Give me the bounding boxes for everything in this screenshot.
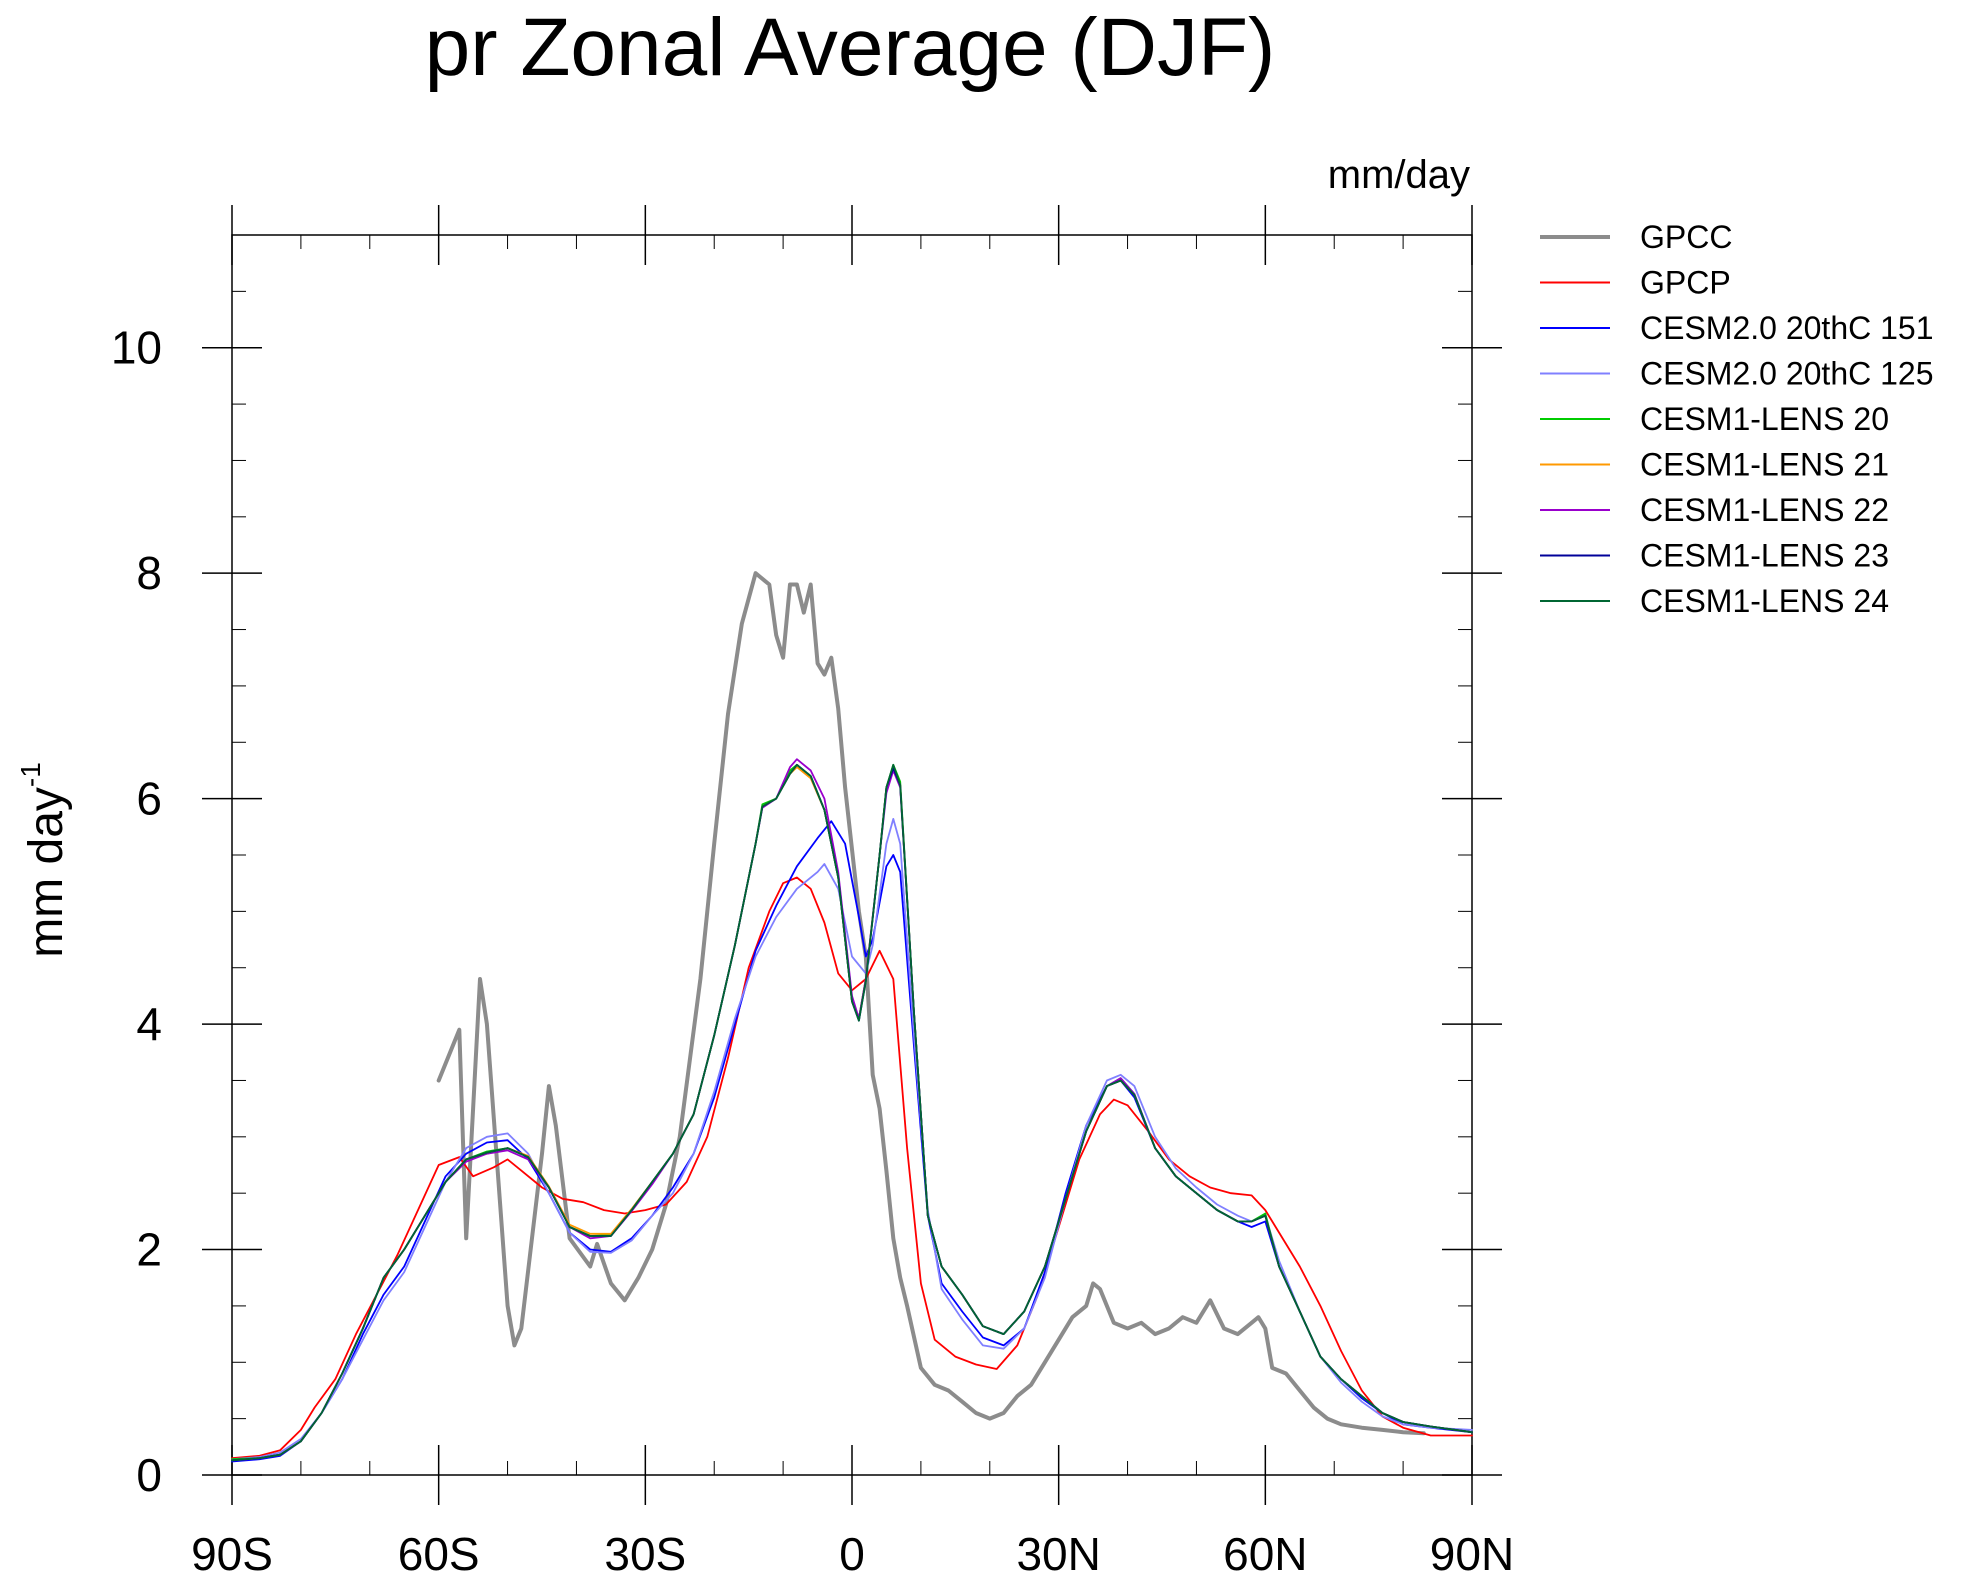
x-tick-label: 60S <box>398 1528 480 1580</box>
y-axis-label-superscript: -1 <box>15 762 46 787</box>
y-tick-label: 4 <box>136 998 162 1050</box>
x-tick-label: 0 <box>839 1528 865 1580</box>
y-axis-label-text: mm day <box>20 787 73 958</box>
y-tick-label: 0 <box>136 1449 162 1501</box>
series-line-1 <box>231 876 1473 1459</box>
x-tick-label: 30N <box>1016 1528 1100 1580</box>
legend-label-3: CESM2.0 20thC 125 <box>1640 356 1934 392</box>
y-tick-label: 2 <box>136 1224 162 1276</box>
series-line-7 <box>231 763 1473 1462</box>
series-line-5 <box>231 766 1473 1462</box>
y-tick-label: 10 <box>111 322 162 374</box>
series-line-8 <box>231 763 1473 1462</box>
y-tick-label: 8 <box>136 547 162 599</box>
series-line-2 <box>231 820 1473 1463</box>
x-tick-label: 90S <box>191 1528 273 1580</box>
units-label: mm/day <box>1328 153 1470 197</box>
legend-label-2: CESM2.0 20thC 151 <box>1640 310 1934 346</box>
x-tick-label: 30S <box>604 1528 686 1580</box>
legend-label-0: GPCC <box>1640 219 1732 255</box>
y-axis-label: mm day-1 <box>15 762 73 958</box>
series-line-0 <box>436 571 1426 1436</box>
legend-label-8: CESM1-LENS 24 <box>1640 583 1889 619</box>
legend-label-1: GPCP <box>1640 265 1731 301</box>
chart-title: pr Zonal Average (DJF) <box>425 2 1276 93</box>
series-line-3 <box>231 818 1473 1461</box>
plot-area: 90S 60S 30S 0 30N 60N 90N 0 2 4 6 8 10 <box>111 205 1514 1580</box>
series-line-4 <box>231 763 1473 1461</box>
legend-label-4: CESM1-LENS 20 <box>1640 401 1889 437</box>
legend-label-7: CESM1-LENS 23 <box>1640 538 1889 574</box>
legend-label-5: CESM1-LENS 21 <box>1640 447 1889 483</box>
x-tick-label: 60N <box>1223 1528 1307 1580</box>
legend-label-6: CESM1-LENS 22 <box>1640 492 1889 528</box>
y-tick-label: 6 <box>136 773 162 825</box>
legend: GPCC GPCP CESM2.0 20thC 151 CESM2.0 20thC 1… <box>1540 219 1934 619</box>
x-tick-label: 90N <box>1430 1528 1514 1580</box>
